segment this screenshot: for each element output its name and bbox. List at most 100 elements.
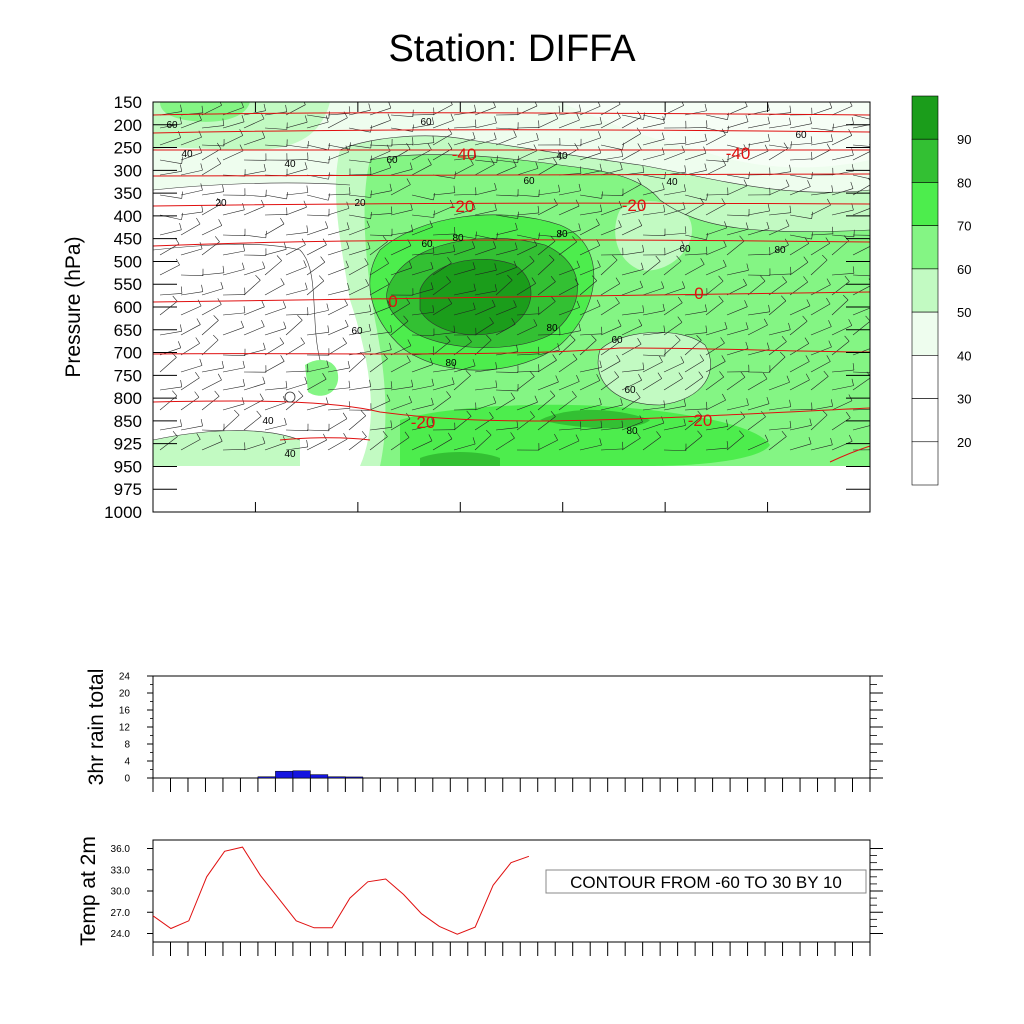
wind-barb-flag [243, 305, 246, 313]
wind-barb-shaft [264, 194, 287, 200]
wind-barb-flag [865, 315, 870, 322]
wind-barb-flag [826, 355, 831, 362]
wind-barb-flag [591, 275, 597, 281]
wind-barb-flag [493, 132, 497, 140]
wind-barb-shaft [369, 167, 391, 176]
wind-barb-shaft [684, 332, 707, 336]
wind-barb-shaft [747, 140, 770, 146]
wind-barb-shaft [810, 204, 831, 216]
wind-barb-flag [472, 437, 476, 445]
wind-barb-flag [474, 104, 477, 112]
wind-barb-flag [826, 143, 831, 150]
wind-barb-shaft [432, 281, 451, 296]
wind-barb-shaft [306, 332, 329, 336]
wind-barb-shaft [201, 148, 222, 161]
wind-barb-flag [784, 238, 789, 246]
wind-barb-shaft [831, 240, 849, 256]
wind-barb-flag [642, 362, 645, 370]
wind-barb-flag [328, 193, 331, 201]
wind-barb-shaft [201, 320, 219, 336]
wind-barb-flag [279, 337, 284, 344]
wind-barb-shaft [264, 442, 286, 451]
wind-barb-shaft [537, 234, 560, 238]
rain-bar [345, 776, 364, 779]
wind-barb-flag [706, 193, 709, 201]
wind-barb-shaft [327, 144, 350, 150]
wind-barb-flag [409, 162, 413, 170]
wind-barb-flag [658, 355, 663, 363]
wind-barb-shaft [684, 311, 707, 316]
wind-barb-shaft [327, 407, 350, 411]
wind-barb-flag [447, 142, 453, 149]
wind-barb-flag [768, 304, 771, 312]
wind-barb-shaft [663, 405, 686, 411]
wind-barb-shaft [411, 123, 434, 129]
wind-barb-shaft [831, 385, 854, 391]
wind-barb-shaft [768, 225, 790, 236]
wind-barb-shaft [159, 243, 180, 256]
wind-barb-shaft [201, 191, 224, 196]
wind-barb-shaft [306, 261, 326, 276]
wind-barb-flag [548, 254, 555, 261]
wind-barb-flag [222, 118, 225, 126]
wind-barb-shaft [453, 164, 474, 176]
wind-barb-flag [785, 219, 790, 227]
wind-barb-shaft [579, 266, 601, 276]
wind-barb-flag [763, 318, 768, 326]
wind-barb-flag [550, 295, 556, 302]
wind-barb-shaft [175, 470, 178, 495]
wind-barb-shaft [180, 343, 200, 356]
colorbar-label: 20 [957, 435, 971, 450]
wind-barb-flag [867, 177, 870, 182]
wind-barb-flag [469, 158, 474, 165]
wind-barb-flag [222, 184, 225, 192]
wind-barb-shaft [411, 424, 434, 431]
colorbar-label: 70 [957, 219, 971, 234]
wind-barb-flag [217, 197, 222, 205]
pressure-tick-label: 650 [114, 321, 142, 340]
wind-barb-shaft [810, 233, 833, 236]
wind-barb-shaft [285, 121, 308, 129]
wind-barb-flag [429, 357, 433, 365]
wind-barb-flag [826, 278, 831, 285]
wind-barb-shaft [516, 353, 539, 356]
wind-barb-flag [280, 217, 285, 225]
wind-barb-shaft [495, 127, 518, 130]
wind-barb-shaft [600, 169, 623, 176]
wind-barb-shaft [558, 307, 580, 316]
wind-barb-shaft [831, 441, 853, 451]
wind-barb-shaft [180, 248, 203, 256]
wind-barb-flag [871, 201, 874, 207]
wind-barb-flag [284, 417, 287, 425]
wind-barb-flag [255, 274, 261, 281]
wind-barb-flag [661, 281, 665, 289]
wind-barb-flag [789, 205, 792, 213]
wind-barb-shaft [390, 169, 413, 176]
rh-label: 20 [354, 198, 366, 209]
wind-barb-shaft [726, 377, 746, 391]
wind-barb-shaft [600, 325, 622, 336]
wind-barb-shaft [789, 243, 809, 256]
wind-barb-flag [431, 418, 434, 426]
temp-y-tick-label: 33.0 [111, 865, 131, 876]
wind-barb-shaft [852, 348, 870, 356]
pressure-tick-label: 975 [114, 480, 142, 499]
wind-barb-flag [217, 373, 222, 381]
wind-barb-flag [663, 325, 666, 333]
wind-barb-flag [453, 325, 456, 333]
wind-barb-shaft [525, 470, 528, 495]
wind-barb-flag [576, 260, 580, 268]
wind-barb-flag [663, 400, 666, 408]
wind-barb-flag [410, 203, 413, 210]
wind-barb-shaft [243, 267, 265, 276]
wind-barb-flag [789, 164, 792, 172]
wind-barb-flag [704, 133, 707, 141]
rain-bars [257, 770, 434, 779]
wind-barb-flag [453, 361, 456, 369]
wind-barb-shaft [747, 123, 770, 129]
wind-barb-flag [406, 178, 411, 185]
wind-barb-shaft [840, 470, 843, 495]
rain-y-tick-label: 8 [124, 740, 130, 751]
wind-barb-shaft [621, 225, 643, 236]
wind-barb-shaft [558, 266, 580, 276]
